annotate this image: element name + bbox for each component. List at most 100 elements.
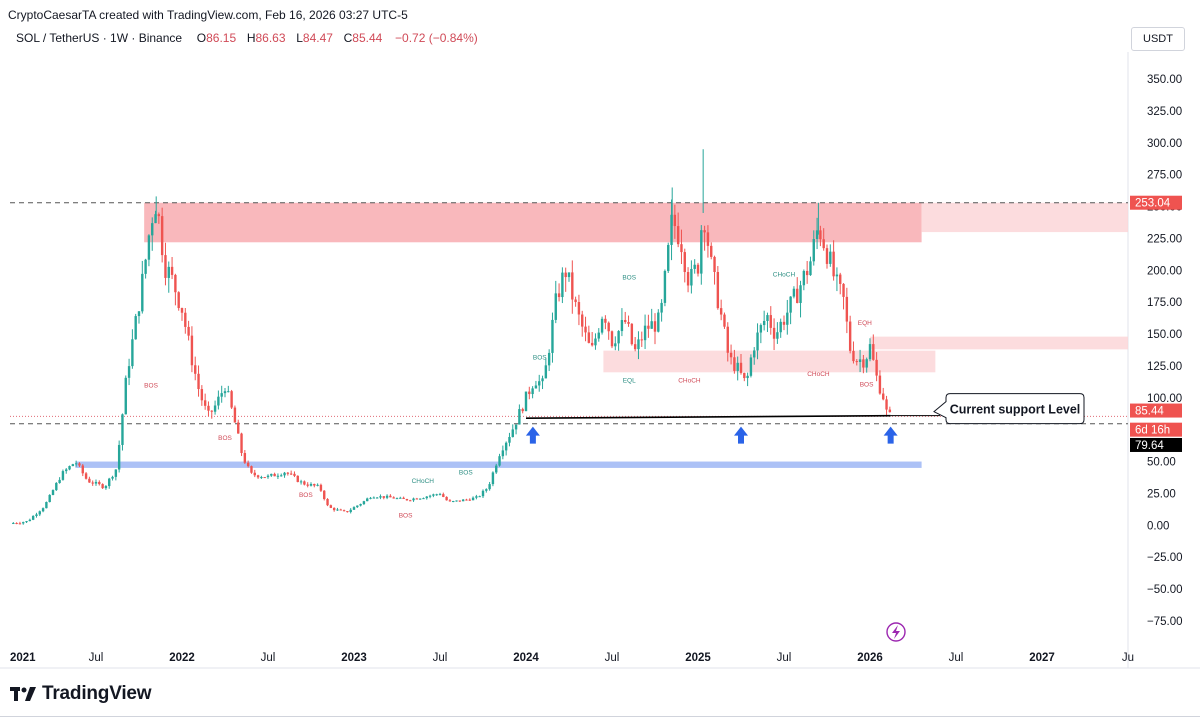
y-tick-label: 25.00: [1147, 488, 1176, 500]
candle-body: [346, 511, 349, 513]
candle-body: [28, 519, 32, 522]
candle-body: [220, 393, 223, 397]
candle-body: [144, 259, 147, 274]
candle-body: [58, 479, 61, 483]
candles: [12, 199, 892, 525]
candle-body: [786, 312, 789, 325]
candle-body: [544, 365, 548, 379]
candle-body: [329, 505, 333, 508]
symbol-name[interactable]: SOL / TetherUS · 1W · Binance: [16, 31, 183, 45]
candle-body: [600, 318, 604, 333]
candle-body: [349, 509, 352, 513]
candle-body: [306, 484, 309, 486]
price-label-1: 85.44: [1130, 403, 1182, 418]
zone-1: [921, 202, 1128, 233]
candle-body: [276, 475, 280, 477]
candle-body: [577, 302, 581, 315]
candle-body: [41, 508, 45, 512]
x-tick-label: 2023: [341, 652, 367, 664]
candle-body: [888, 409, 892, 413]
price-label-text: 6d 16h: [1135, 425, 1170, 437]
callout-bubble: [933, 393, 1085, 425]
candle-body: [68, 466, 71, 470]
candle-body: [617, 331, 620, 344]
candle-body: [772, 327, 776, 339]
close-label: C: [343, 31, 353, 45]
marker-eql-8: EQL: [623, 378, 636, 385]
candle-body: [723, 314, 726, 327]
candle-body: [782, 321, 786, 325]
candle-body: [491, 472, 495, 485]
price-label-0: 253.04: [1130, 195, 1182, 210]
x-tick-label: Jul: [433, 652, 448, 664]
x-tick-label: Jul: [949, 652, 964, 664]
tradingview-wordmark: TradingView: [42, 683, 152, 704]
candle-body: [18, 523, 22, 525]
candle-body: [38, 511, 41, 515]
candle-body: [504, 442, 508, 451]
candle-body: [180, 308, 184, 313]
candle-body: [686, 272, 690, 286]
candle-body: [736, 362, 739, 371]
candle-body: [442, 494, 445, 497]
candle-body: [710, 245, 713, 257]
price-label-bg: [1130, 403, 1182, 418]
candle-body: [240, 433, 243, 454]
candle-body: [485, 489, 488, 491]
candle-body: [170, 266, 174, 275]
marker-bos-5: BOS: [459, 469, 473, 476]
x-tick-label: 2022: [169, 652, 195, 664]
candle-body: [640, 339, 643, 341]
marker-choch-10: CHoCH: [773, 272, 796, 279]
close-value: 85.44: [352, 31, 383, 45]
candle-body: [55, 482, 58, 491]
candle-body: [614, 343, 617, 347]
candle-body: [246, 462, 250, 467]
price-chart[interactable]: Current support Level BOS BOS BOS BOS CHoCH BO…: [0, 0, 1200, 680]
candle-body: [524, 391, 528, 412]
candle-body: [385, 495, 389, 498]
candle-body: [597, 332, 600, 339]
currency-selector[interactable]: USDT: [1131, 27, 1185, 51]
candle-body: [280, 475, 283, 477]
y-tick-label: 175.00: [1147, 297, 1182, 309]
y-tick-label: 350.00: [1147, 74, 1182, 86]
candle-body: [448, 500, 452, 502]
lightning-icon: [886, 622, 906, 642]
candle-body: [253, 472, 256, 476]
x-tick-label: 2021: [10, 652, 36, 664]
x-tick-label: Jul: [777, 652, 792, 664]
candle-body: [468, 499, 471, 501]
candle-body: [832, 251, 835, 277]
tradingview-logo[interactable]: TradingView: [10, 683, 152, 705]
marker-bos-0: BOS: [144, 383, 158, 390]
candle-body: [852, 350, 855, 362]
candle-body: [812, 239, 815, 262]
candle-body: [766, 315, 769, 321]
price-label-text: 79.64: [1135, 440, 1164, 452]
y-tick-label: −75.00: [1147, 616, 1183, 628]
open-label: O: [196, 31, 207, 45]
candle-body: [839, 274, 842, 284]
candle-body: [673, 214, 677, 227]
y-tick-label: 225.00: [1147, 233, 1182, 245]
candle-body: [137, 311, 141, 317]
candle-body: [531, 388, 534, 395]
candle-body: [415, 498, 419, 500]
candle-body: [759, 325, 763, 333]
candle-body: [392, 497, 395, 499]
candle-body: [15, 523, 18, 525]
marker-bos-2: BOS: [299, 492, 313, 499]
candle-body: [263, 477, 266, 479]
candle-body: [303, 481, 306, 485]
candle-body: [653, 321, 657, 332]
zone-0: [144, 202, 922, 243]
candle-body: [458, 500, 462, 502]
candle-body: [624, 320, 627, 323]
candle-body: [749, 357, 753, 376]
candle-body: [835, 274, 839, 277]
x-tick-label: Ju: [1122, 652, 1134, 664]
candle-body: [637, 339, 640, 350]
candle-body: [405, 498, 409, 501]
candle-body: [475, 496, 478, 498]
